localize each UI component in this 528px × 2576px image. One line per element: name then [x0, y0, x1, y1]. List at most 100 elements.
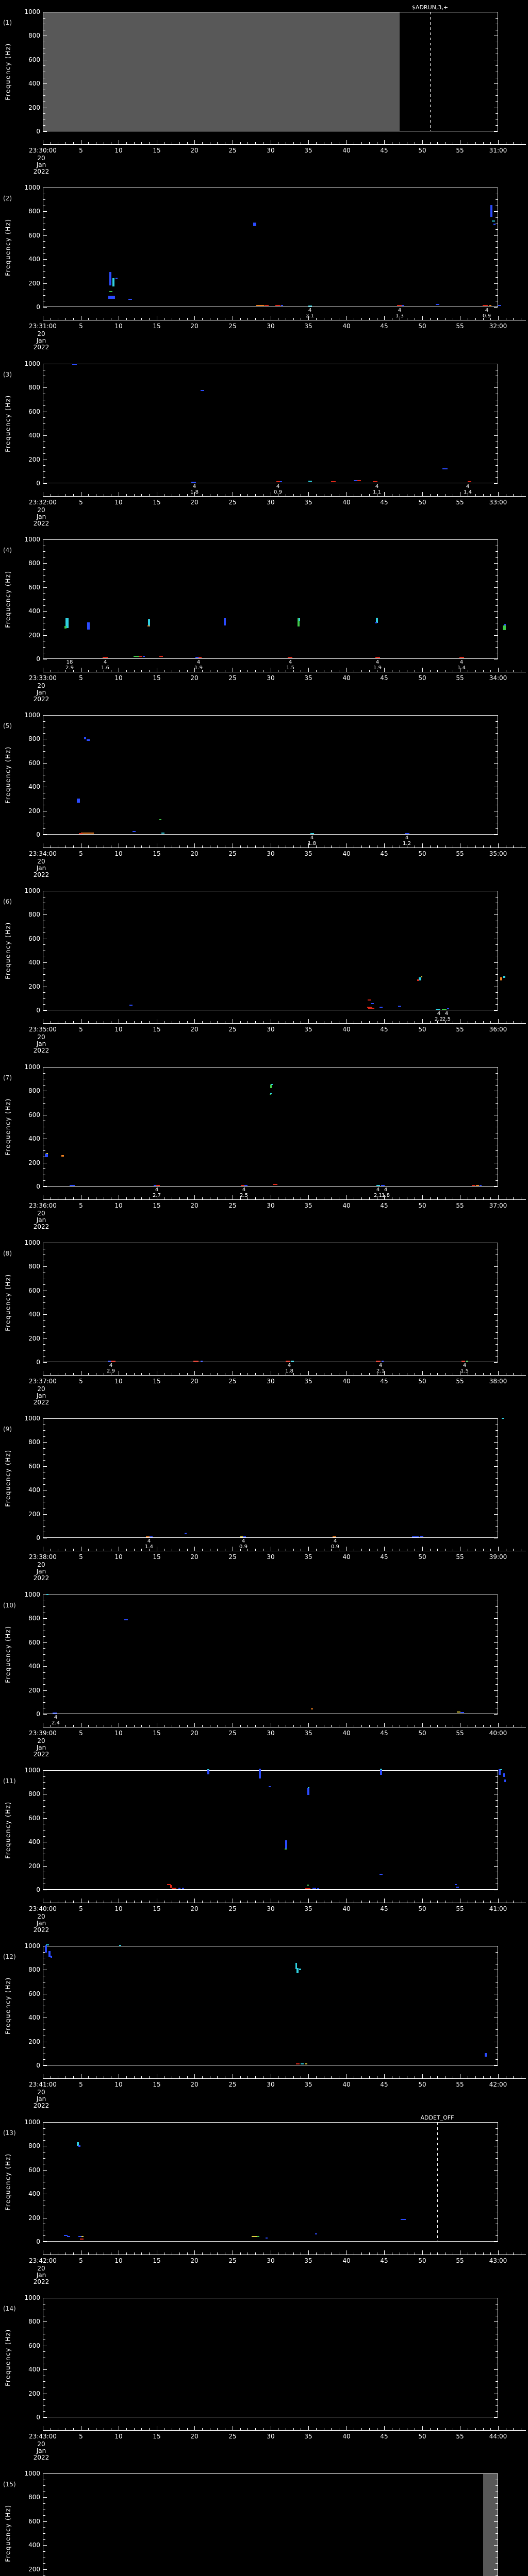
y-tick-minor-right: [496, 992, 498, 993]
y-tick-minor-right: [496, 2047, 498, 2048]
y-tick-minor-left: [43, 1782, 45, 1783]
time-tick-major: [422, 492, 423, 496]
y-tick-minor-left: [43, 2539, 45, 2540]
time-tick-label: 40: [342, 2081, 351, 2088]
time-tick-minor: [240, 1549, 241, 1551]
y-tick-minor-right: [496, 2411, 498, 2412]
event-label-line2: 1.2: [403, 841, 411, 846]
time-tick-minor: [430, 1197, 431, 1199]
y-tick-major-right: [494, 1418, 498, 1419]
time-tick-major: [422, 1371, 423, 1375]
y-tick-label: 0: [36, 480, 40, 487]
y-tick-label: 800: [28, 208, 40, 215]
y-tick-minor-right: [496, 2551, 498, 2552]
event-label-line2: 2.1: [306, 313, 314, 319]
time-tick-minor: [361, 670, 362, 672]
y-tick-major-right: [494, 83, 498, 84]
time-tick-label: 30: [267, 1905, 275, 1912]
time-tick-minor: [187, 494, 188, 496]
time-tick-minor: [149, 1373, 150, 1375]
y-tick-major-right: [494, 2569, 498, 2570]
y-tick-minor-right: [496, 2399, 498, 2400]
time-tick-minor: [475, 2076, 476, 2078]
detection-mark: [240, 1536, 243, 1537]
y-tick-label: 800: [28, 1966, 40, 1973]
detection-mark: [270, 1084, 272, 1088]
time-tick-minor: [369, 670, 370, 672]
time-tick-label: 30: [267, 674, 275, 682]
time-tick-minor: [316, 2252, 317, 2255]
event-label-line2: 1.4: [145, 1544, 153, 1550]
time-tick-label: 50: [418, 2081, 426, 2088]
y-tick-label: 1000: [24, 2470, 40, 2477]
time-tick-major: [384, 2074, 385, 2078]
time-tick-minor: [187, 1373, 188, 1375]
time-tick-label: 10: [114, 1905, 123, 1912]
time-tick-minor: [88, 318, 89, 320]
y-tick-minor-right: [496, 1436, 498, 1437]
time-tick-label: 20: [190, 2081, 199, 2088]
time-tick-label: 10: [114, 1026, 123, 1033]
time-tick-minor: [65, 670, 66, 672]
time-tick-label: 5: [79, 323, 83, 330]
y-tick-minor-right: [496, 465, 498, 466]
time-tick-minor: [126, 670, 127, 672]
y-tick-minor-right: [496, 101, 498, 102]
detection-mark: [398, 1006, 401, 1007]
time-tick-minor: [430, 1901, 431, 1903]
detection-mark: [53, 1713, 57, 1714]
time-tick-minor: [445, 2428, 446, 2430]
time-tick-label: 55: [456, 850, 464, 857]
detection-mark: [468, 481, 471, 482]
y-axis-title: Frequency (Hz): [4, 1977, 12, 2035]
detection-mark: [296, 2063, 300, 2064]
time-tick-label: 20: [190, 1905, 199, 1912]
y-tick-minor-left: [43, 453, 45, 454]
detection-mark: [381, 1185, 385, 1186]
y-tick-major-right: [494, 1618, 498, 1619]
y-tick-major-left: [43, 1314, 47, 1315]
y-tick-minor-left: [43, 271, 45, 272]
detection-mark: [201, 1361, 203, 1362]
y-axis-title: Frequency (Hz): [4, 395, 12, 452]
time-tick-label: 5: [79, 1202, 83, 1209]
y-tick-minor-right: [496, 575, 498, 576]
time-tick-major: [346, 1019, 347, 1023]
time-tick-minor: [88, 1021, 89, 1023]
time-tick-label: 30: [267, 2257, 275, 2264]
y-tick-minor-left: [43, 1830, 45, 1831]
y-tick-minor-left: [43, 2563, 45, 2564]
time-tick-label: 30: [267, 850, 275, 857]
y-tick-major-right: [494, 715, 498, 716]
detection-mark: [252, 2236, 258, 2237]
time-tick-label: 50: [418, 1905, 426, 1912]
date-line: Jan: [36, 1920, 46, 1927]
time-tick-minor: [475, 318, 476, 320]
event-label-line2: 2.5: [240, 1193, 248, 1198]
time-tick-minor: [179, 318, 180, 320]
y-tick-minor-right: [496, 2539, 498, 2540]
time-end-label: 36:00: [489, 1026, 507, 1033]
y-tick-minor-right: [496, 1284, 498, 1285]
detection-mark: [159, 656, 163, 657]
spectrogram-panel-1: 0 200 400 600 800 1000 Frequency (Hz) (1) 5 10 15 2…: [0, 0, 528, 176]
y-tick-minor-left: [43, 253, 45, 254]
time-tick-major: [384, 140, 385, 144]
detection-mark: [64, 626, 67, 629]
y-tick-minor-left: [43, 593, 45, 594]
time-tick-label: 10: [114, 1553, 123, 1561]
spectrogram-panel-7: 0 200 400 600 800 1000 Frequency (Hz) (7) 5 10 15 2…: [0, 1055, 528, 1231]
detection-mark: [78, 2145, 80, 2147]
time-tick-minor: [202, 494, 203, 496]
y-tick-label: 0: [36, 1183, 40, 1190]
time-tick-minor: [437, 1549, 438, 1551]
time-tick-minor: [202, 142, 203, 144]
time-tick-minor: [134, 318, 135, 320]
y-tick-minor-right: [496, 551, 498, 552]
detection-mark: [421, 976, 422, 977]
time-tick-minor: [73, 494, 74, 496]
time-tick-label: 40: [342, 323, 351, 330]
time-tick-label: 25: [228, 323, 237, 330]
detection-mark: [77, 2142, 79, 2146]
time-tick-minor: [316, 1549, 317, 1551]
